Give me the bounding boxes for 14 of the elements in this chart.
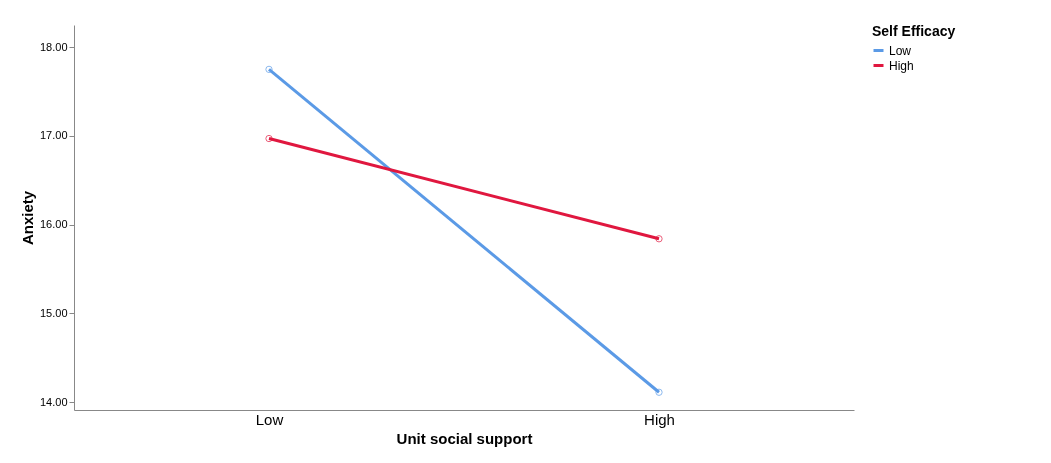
point <box>265 65 273 74</box>
y-tick-label: 15.00 <box>39 306 68 319</box>
point <box>655 388 663 396</box>
legend-label: High <box>889 58 914 73</box>
x-axis-title: Unit social support <box>396 429 533 447</box>
legend-title: Self Efficacy <box>872 23 956 39</box>
y-tick-label: 18.00 <box>39 40 68 53</box>
point <box>655 235 663 243</box>
y-axis-title: Anxiety <box>18 190 36 246</box>
y-tick-label: 16.00 <box>39 218 68 231</box>
y-tick-label: 17.00 <box>39 129 68 142</box>
legend-label: Low <box>889 43 912 58</box>
y-tick-label: 14.00 <box>39 395 68 408</box>
point <box>265 134 273 143</box>
